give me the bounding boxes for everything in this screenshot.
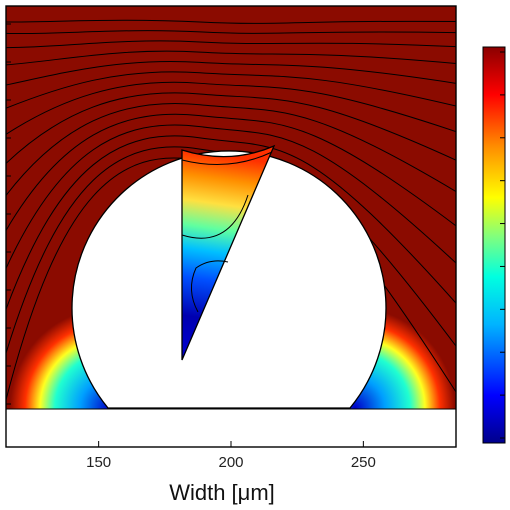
streamline [6, 113, 456, 231]
x-tick-label: 250 [351, 454, 376, 471]
cavity-void [71, 150, 387, 409]
colorbar [482, 46, 506, 444]
streamline [6, 71, 456, 109]
left-axis-ticks [6, 23, 11, 405]
bottom-strip [6, 409, 456, 447]
x-axis-ticks: 150 200 250 [86, 441, 376, 471]
wedge-region [181, 144, 276, 361]
x-tick-label: 150 [86, 454, 111, 471]
streamline [6, 81, 456, 135]
streamline [6, 124, 456, 269]
x-tick-label: 200 [218, 454, 243, 471]
wedge-contour-1 [181, 194, 249, 239]
streamline [6, 135, 456, 310]
streamline [6, 19, 456, 24]
wedge-contour-2 [191, 260, 229, 313]
streamline [6, 30, 456, 35]
streamline [6, 60, 456, 86]
streamline [6, 92, 456, 164]
streamline [6, 102, 456, 196]
colorbar-ticks [500, 51, 505, 439]
streamline [6, 40, 456, 49]
streamline [6, 50, 456, 66]
wedge-contour-3 [181, 151, 273, 165]
x-axis-title: Width [μm] [169, 480, 275, 505]
